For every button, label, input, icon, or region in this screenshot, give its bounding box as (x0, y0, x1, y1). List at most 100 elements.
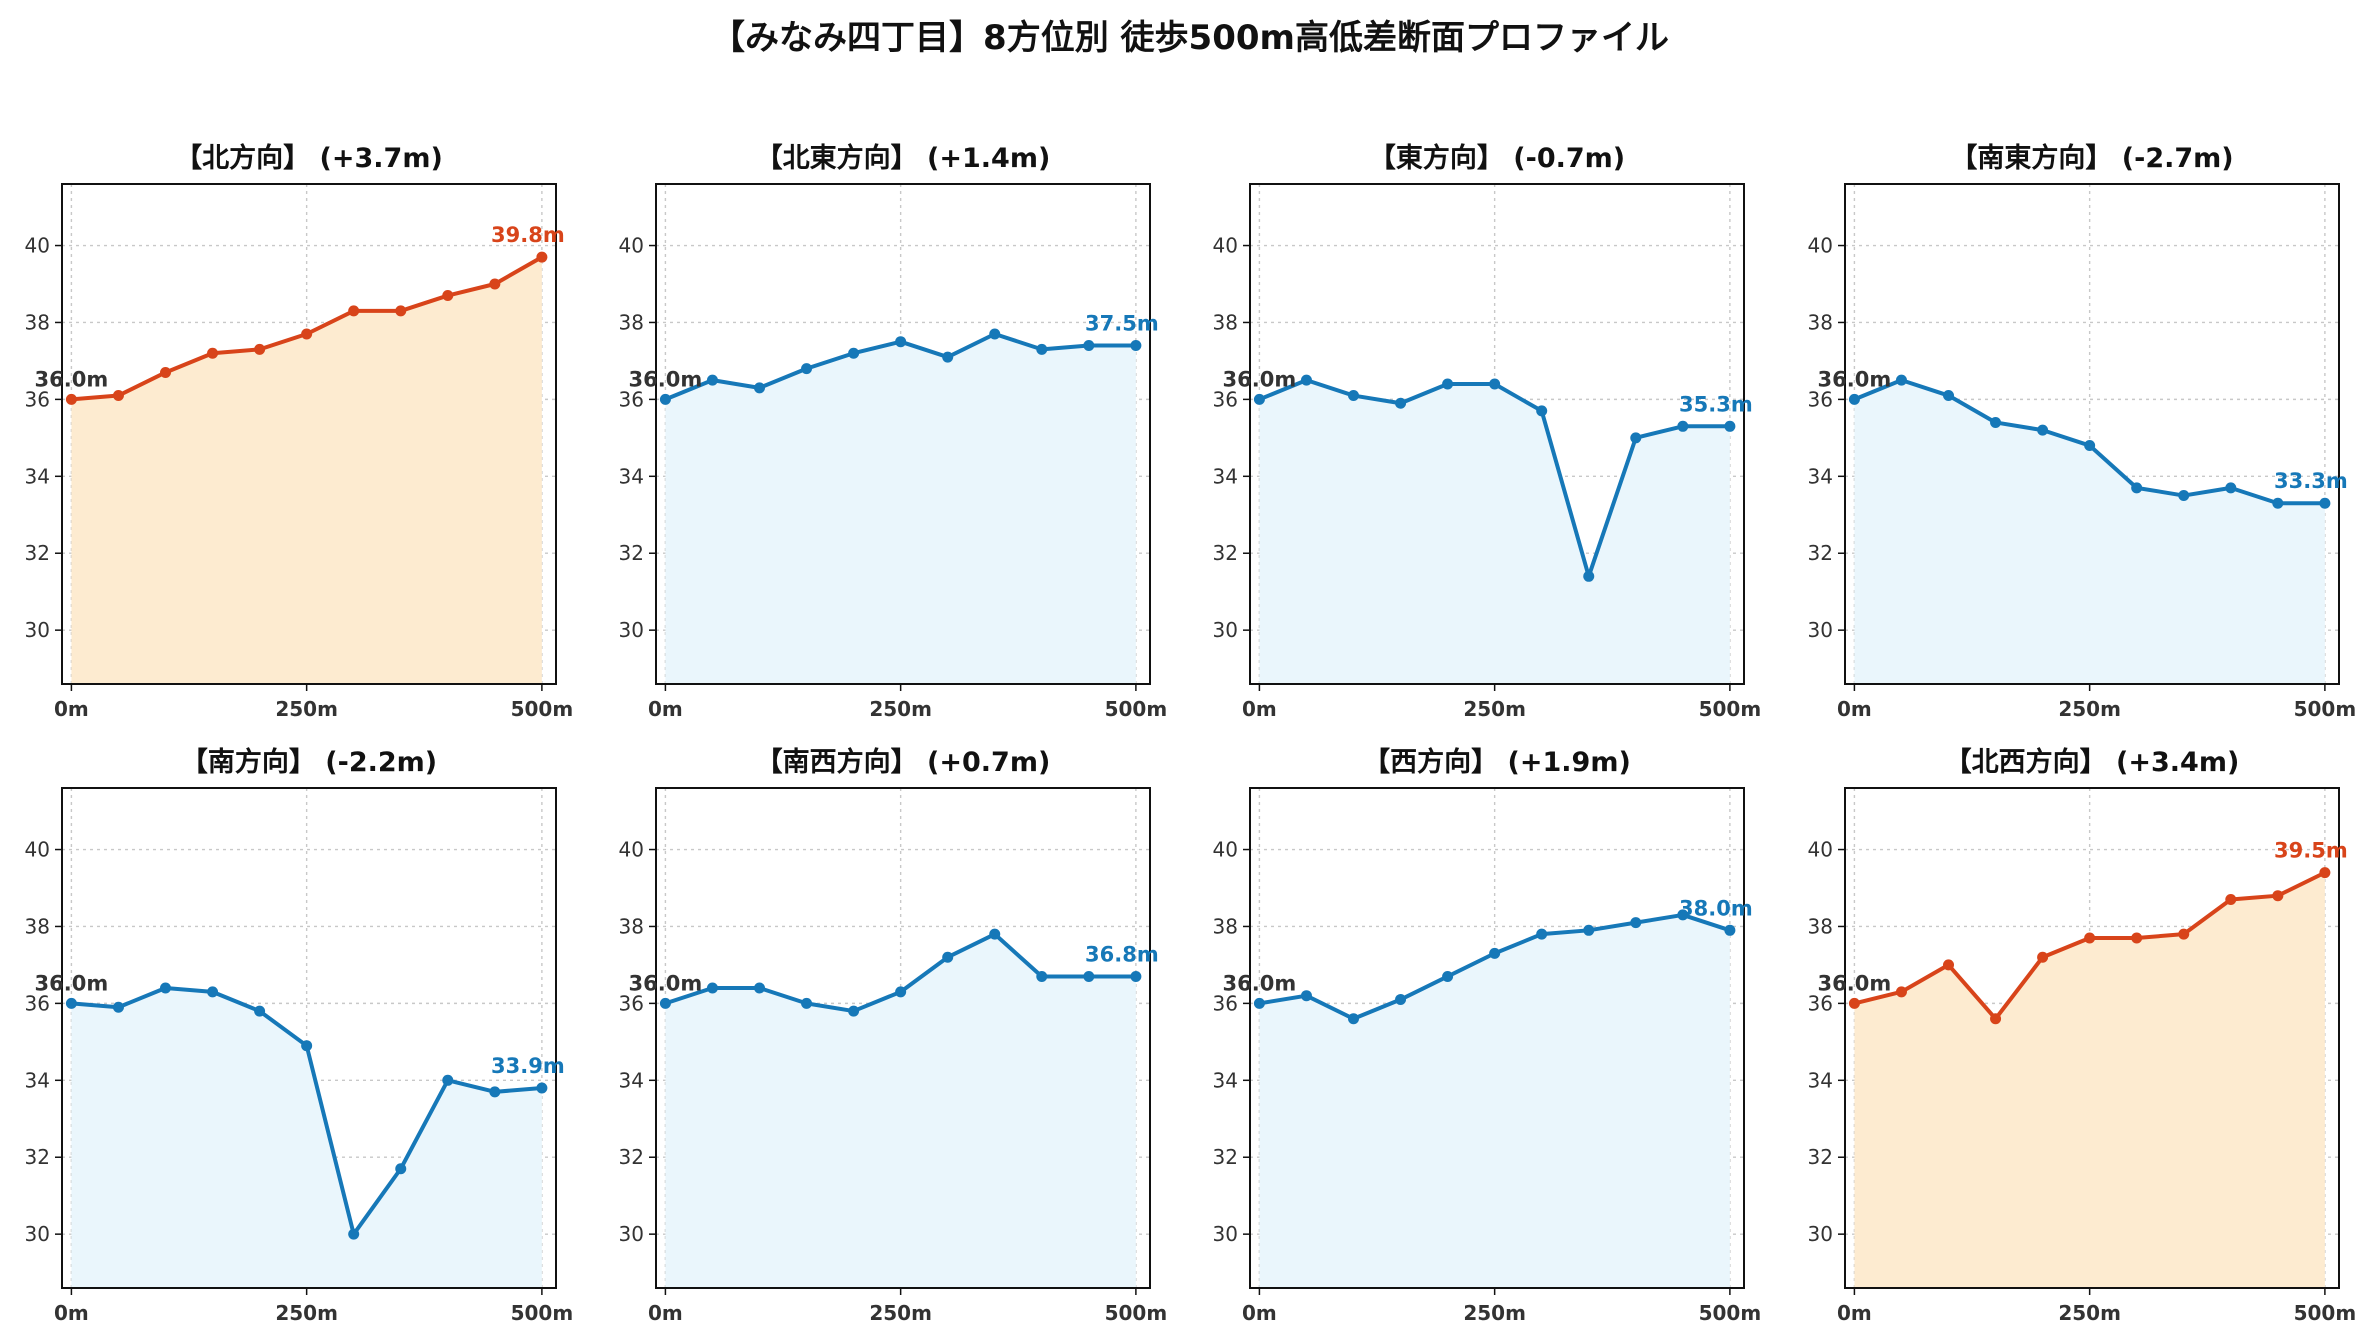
data-point (659, 393, 671, 405)
y-tick-label: 38 (619, 914, 644, 938)
y-tick-label: 40 (1808, 838, 1833, 862)
end-elevation-label: 35.3m (1679, 392, 1753, 416)
y-tick-label: 34 (619, 1068, 644, 1092)
data-point (1583, 924, 1595, 936)
plot-frame (1249, 787, 1745, 1289)
data-point (1395, 994, 1407, 1006)
data-point (65, 393, 77, 405)
data-point (1724, 420, 1736, 432)
x-tick-label: 0m (54, 1301, 89, 1325)
panel-title: 【南西方向】 (+0.7m) (756, 746, 1051, 778)
data-point (1630, 432, 1642, 444)
y-tick-label: 30 (1213, 1222, 1238, 1246)
panel-2: 30 32 34 36 38 40 0m 250m 500m 【北東方向】 (+1.4m) 36.0… (619, 142, 1168, 721)
y-tick-label: 36 (1808, 991, 1833, 1015)
x-tick-label: 500m (2294, 697, 2357, 721)
y-tick-label: 38 (1808, 914, 1833, 938)
data-point (1253, 997, 1265, 1009)
x-tick-label: 250m (275, 697, 338, 721)
area-fill (1259, 380, 1730, 684)
x-tick-label: 0m (1837, 697, 1872, 721)
y-tick-label: 36 (619, 991, 644, 1015)
y-tick-label: 40 (1808, 234, 1833, 258)
data-point (2319, 867, 2331, 879)
x-tick-label: 500m (511, 697, 574, 721)
y-tick-label: 38 (1808, 310, 1833, 334)
start-elevation-label: 36.0m (35, 971, 109, 995)
plot-frame (1844, 787, 2340, 1289)
y-tick-label: 30 (1808, 1222, 1833, 1246)
data-point (442, 290, 454, 302)
data-point (442, 1074, 454, 1086)
panel-title: 【西方向】 (+1.9m) (1363, 746, 1631, 778)
end-elevation-label: 33.3m (2274, 469, 2348, 493)
area-fill (665, 934, 1136, 1288)
data-point (1130, 340, 1142, 352)
data-point (1083, 340, 1095, 352)
data-point (1630, 917, 1642, 929)
data-point (160, 366, 172, 378)
data-point (1677, 909, 1689, 921)
plot-frame (1249, 183, 1745, 685)
data-point (348, 305, 360, 317)
x-tick-label: 0m (1242, 1301, 1277, 1325)
data-point (706, 374, 718, 386)
panel-7: 30 32 34 36 38 40 0m 250m 500m 【西方向】 (+1.9m) 36.0m… (1213, 746, 1762, 1325)
data-point (1895, 986, 1907, 998)
data-point (1848, 393, 1860, 405)
data-point (1895, 374, 1907, 386)
data-point (395, 305, 407, 317)
data-point (989, 928, 1001, 940)
data-point (254, 1005, 266, 1017)
data-point (942, 351, 954, 363)
x-tick-label: 250m (275, 1301, 338, 1325)
x-tick-label: 0m (648, 1301, 683, 1325)
x-tick-label: 500m (511, 1301, 574, 1325)
data-point (2272, 890, 2284, 902)
y-tick-label: 34 (25, 1068, 50, 1092)
y-tick-label: 38 (1213, 310, 1238, 334)
data-point (1489, 947, 1501, 959)
data-point (2084, 932, 2096, 944)
data-point (1990, 1013, 2002, 1025)
panel-5: 30 32 34 36 38 40 0m 250m 500m 【南方向】 (-2.2m) 36.0m… (25, 746, 574, 1325)
plot-frame (61, 183, 557, 685)
data-point (659, 997, 671, 1009)
y-tick-label: 32 (1808, 1145, 1833, 1169)
data-point (112, 390, 124, 402)
data-point (1489, 378, 1501, 390)
data-point (895, 336, 907, 348)
panel-title: 【南東方向】 (-2.7m) (1950, 142, 2233, 174)
start-elevation-label: 36.0m (629, 971, 703, 995)
data-point (1348, 390, 1360, 402)
y-tick-label: 40 (25, 838, 50, 862)
y-tick-label: 40 (25, 234, 50, 258)
data-point (1536, 405, 1548, 417)
data-point (160, 982, 172, 994)
data-point (1036, 970, 1048, 982)
area-fill (1854, 380, 2325, 684)
data-point (801, 363, 813, 375)
data-point (254, 343, 266, 355)
y-tick-label: 34 (25, 464, 50, 488)
y-tick-label: 30 (1808, 618, 1833, 642)
data-point (2037, 951, 2049, 963)
x-tick-label: 0m (1242, 697, 1277, 721)
y-tick-label: 34 (1213, 1068, 1238, 1092)
panel-title: 【北東方向】 (+1.4m) (756, 142, 1051, 174)
end-elevation-label: 36.8m (1085, 942, 1159, 966)
data-point (348, 1228, 360, 1240)
data-point (301, 328, 313, 340)
y-tick-label: 36 (1808, 387, 1833, 411)
data-point (1348, 1013, 1360, 1025)
y-tick-label: 30 (1213, 618, 1238, 642)
data-point (536, 1082, 548, 1094)
x-tick-label: 500m (1105, 1301, 1168, 1325)
data-point (65, 997, 77, 1009)
y-tick-label: 32 (1808, 541, 1833, 565)
data-point (848, 347, 860, 359)
area-fill (665, 334, 1136, 684)
end-elevation-label: 38.0m (1679, 896, 1753, 920)
data-point (848, 1005, 860, 1017)
y-tick-label: 30 (619, 618, 644, 642)
